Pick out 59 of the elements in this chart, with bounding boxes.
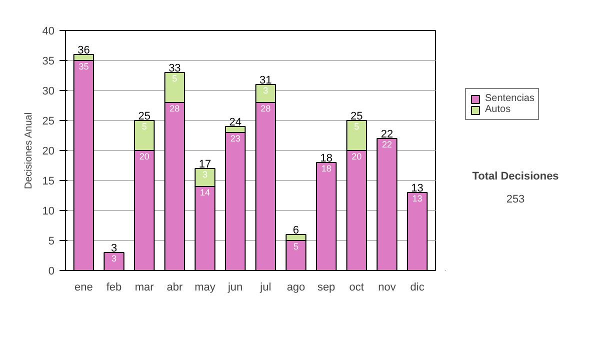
x-tick-label: oct — [349, 282, 364, 294]
data-label: 35 — [78, 61, 89, 72]
y-axis-title: Decisiones Anual — [23, 112, 34, 190]
total-label: 6 — [292, 224, 300, 236]
x-tick-label: may — [194, 282, 216, 294]
y-tick-label: 20 — [42, 146, 55, 158]
data-label: 18 — [321, 163, 332, 174]
total-label: 25 — [138, 110, 150, 122]
total-label: 24 — [229, 116, 242, 128]
text: 253 — [506, 194, 525, 206]
x-tick-label: mar — [134, 282, 154, 294]
bar — [376, 138, 398, 270]
x-tick-label: nov — [378, 282, 396, 294]
data-label: 14 — [200, 187, 210, 198]
y-tick-label: 35 — [42, 56, 55, 68]
data-label: 20 — [139, 151, 150, 162]
data-label: 20 — [352, 151, 362, 162]
data-label: 22 — [382, 139, 392, 150]
total-label: 3 — [110, 242, 118, 254]
data-label: 23 — [230, 133, 240, 144]
bar — [104, 252, 124, 270]
x-tick-label: dic — [410, 282, 425, 294]
legend-label: Autos — [485, 104, 511, 115]
y-tick-label: 30 — [42, 86, 55, 98]
total-label: 33 — [168, 62, 181, 74]
x-tick-label: abr — [166, 282, 183, 294]
x-tick-label: ago — [286, 282, 306, 294]
x-tick-label: ene — [74, 282, 93, 294]
data-label: 28 — [260, 103, 271, 114]
data-label: 5 — [354, 121, 360, 132]
total-label: 17 — [198, 158, 212, 170]
total-label: 25 — [350, 110, 363, 122]
y-tick-label: 5 — [48, 236, 55, 248]
y-tick-label: 25 — [42, 116, 55, 128]
bar — [316, 162, 337, 270]
y-tick-label: 0 — [48, 266, 55, 278]
legend-label: Sentencias — [485, 93, 534, 104]
x-tick-label: feb — [106, 282, 122, 294]
x-tick-label: jun — [226, 282, 243, 294]
data-label: 13 — [412, 193, 422, 204]
text: Total Decisiones — [472, 170, 559, 182]
total-label: 22 — [380, 128, 394, 140]
data-label: 5 — [142, 121, 147, 132]
x-tick-label: sep — [317, 282, 336, 294]
total-label: 18 — [320, 152, 332, 164]
total-label: 31 — [260, 74, 272, 86]
data-label: 3 — [263, 85, 268, 96]
y-tick-label: 40 — [42, 26, 55, 38]
y-tick-label: 10 — [42, 206, 55, 218]
data-label: 5 — [172, 73, 178, 84]
data-label: 3 — [112, 253, 117, 264]
data-label: 5 — [293, 241, 299, 252]
total-label: 13 — [411, 182, 424, 194]
total-label: 36 — [78, 44, 90, 56]
data-label: 28 — [170, 103, 180, 114]
y-tick-label: 15 — [42, 176, 55, 188]
x-tick-label: jul — [259, 282, 272, 294]
data-label: 3 — [202, 169, 208, 180]
bar — [406, 192, 428, 270]
